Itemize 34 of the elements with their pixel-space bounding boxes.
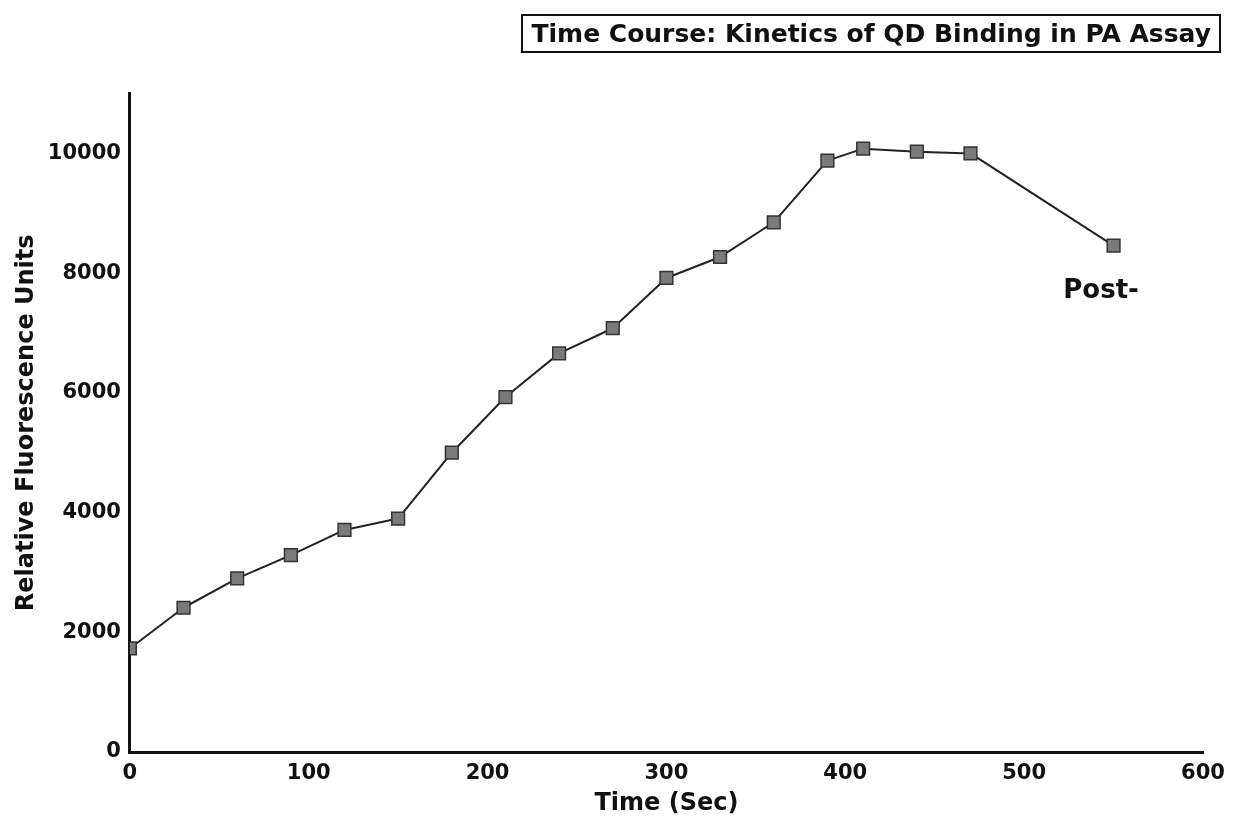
x-axis-title: Time (Sec) xyxy=(594,787,739,816)
y-axis-title: Relative Fluorescence Units xyxy=(10,234,39,612)
point xyxy=(283,547,298,563)
x-tick-label: 600 xyxy=(1181,760,1225,785)
x-tick-label: 300 xyxy=(644,760,689,785)
point xyxy=(766,215,781,230)
point xyxy=(605,321,620,336)
annotation: Post- xyxy=(1063,273,1139,304)
point xyxy=(909,144,924,159)
point xyxy=(337,522,352,538)
point xyxy=(856,141,871,156)
chart-title: Time Course: Kinetics of QD Binding in PA Assay xyxy=(521,14,1221,53)
y-tick-label: 8000 xyxy=(62,259,121,284)
x-tick-label: 500 xyxy=(1002,760,1047,785)
x-tick-label: 400 xyxy=(823,760,868,785)
y-tick-label: 10000 xyxy=(47,139,121,164)
point xyxy=(444,445,459,460)
point xyxy=(391,511,406,526)
point xyxy=(820,153,835,168)
x-tick-label: 0 xyxy=(122,760,138,785)
point xyxy=(659,270,674,286)
y-tick-label: 0 xyxy=(106,738,121,763)
y-tick-label: 2000 xyxy=(62,618,121,643)
x-tick-label: 200 xyxy=(465,760,510,785)
y-tick-label: 6000 xyxy=(62,379,121,404)
point xyxy=(552,346,567,361)
y-tick-label: 4000 xyxy=(62,499,121,524)
point xyxy=(963,146,978,161)
point xyxy=(230,571,245,586)
point xyxy=(1106,238,1121,253)
point xyxy=(712,249,728,265)
x-tick-label: 100 xyxy=(286,760,331,785)
point xyxy=(498,389,513,405)
point xyxy=(176,600,191,615)
